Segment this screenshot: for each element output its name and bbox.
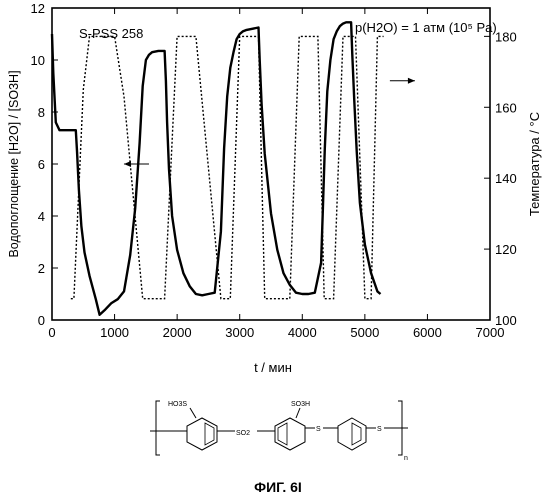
polymer-structure	[150, 401, 408, 455]
y-right-axis-ticks: 100 120 140 160 180	[484, 29, 517, 328]
sulfonic-label-1: HO3S	[168, 401, 187, 408]
y-right-axis-label: Температура / °С	[527, 112, 542, 216]
water-uptake-series-line	[52, 22, 381, 315]
benzene-ring-2	[275, 418, 305, 450]
pressure-annotation: p(H2O) = 1 атм (10⁵ Pa)	[355, 20, 497, 35]
x-tick-label: 4000	[288, 325, 317, 340]
y-left-tick-label: 8	[38, 105, 45, 120]
temperature-series-line	[71, 36, 384, 298]
x-tick-label: 5000	[350, 325, 379, 340]
y-right-tick-label: 180	[495, 29, 517, 44]
y-left-axis-label: Водопоглощение [H2O] / [SO3H]	[7, 70, 21, 257]
repeat-unit-n: n	[404, 455, 408, 462]
x-axis-ticks: 01000200030004000500060007000	[48, 8, 504, 340]
x-tick-label: 0	[48, 325, 55, 340]
y-right-tick-label: 120	[495, 242, 517, 257]
left-bracket	[156, 401, 160, 455]
axis-arrow-head	[408, 78, 415, 84]
sulfide-label-2: S	[377, 426, 382, 433]
x-tick-label: 2000	[163, 325, 192, 340]
sulfonic-label-2: SO3H	[291, 401, 310, 408]
x-tick-label: 3000	[225, 325, 254, 340]
y-left-tick-label: 0	[38, 313, 45, 328]
y-left-tick-label: 6	[38, 157, 45, 172]
y-left-axis-ticks: 0 2 4 6 8 10 12	[31, 1, 58, 328]
x-tick-label: 1000	[100, 325, 129, 340]
benzene-ring-1	[187, 418, 217, 450]
sulfide-label-1: S	[316, 426, 321, 433]
y-left-tick-label: 2	[38, 261, 45, 276]
y-left-tick-label: 4	[38, 209, 45, 224]
figure-caption: ФИГ. 6I	[254, 479, 302, 495]
y-left-tick-label: 12	[31, 1, 45, 16]
y-right-tick-label: 160	[495, 100, 517, 115]
sulfone-label: SO2	[236, 430, 250, 437]
x-tick-label: 6000	[413, 325, 442, 340]
y-right-tick-label: 100	[495, 313, 517, 328]
y-right-tick-label: 140	[495, 171, 517, 186]
y-left-tick-label: 10	[31, 53, 45, 68]
x-axis-label: t / мин	[254, 360, 292, 375]
series-label: S-PSS 258	[79, 26, 143, 41]
axis-arrow-head	[124, 161, 131, 167]
